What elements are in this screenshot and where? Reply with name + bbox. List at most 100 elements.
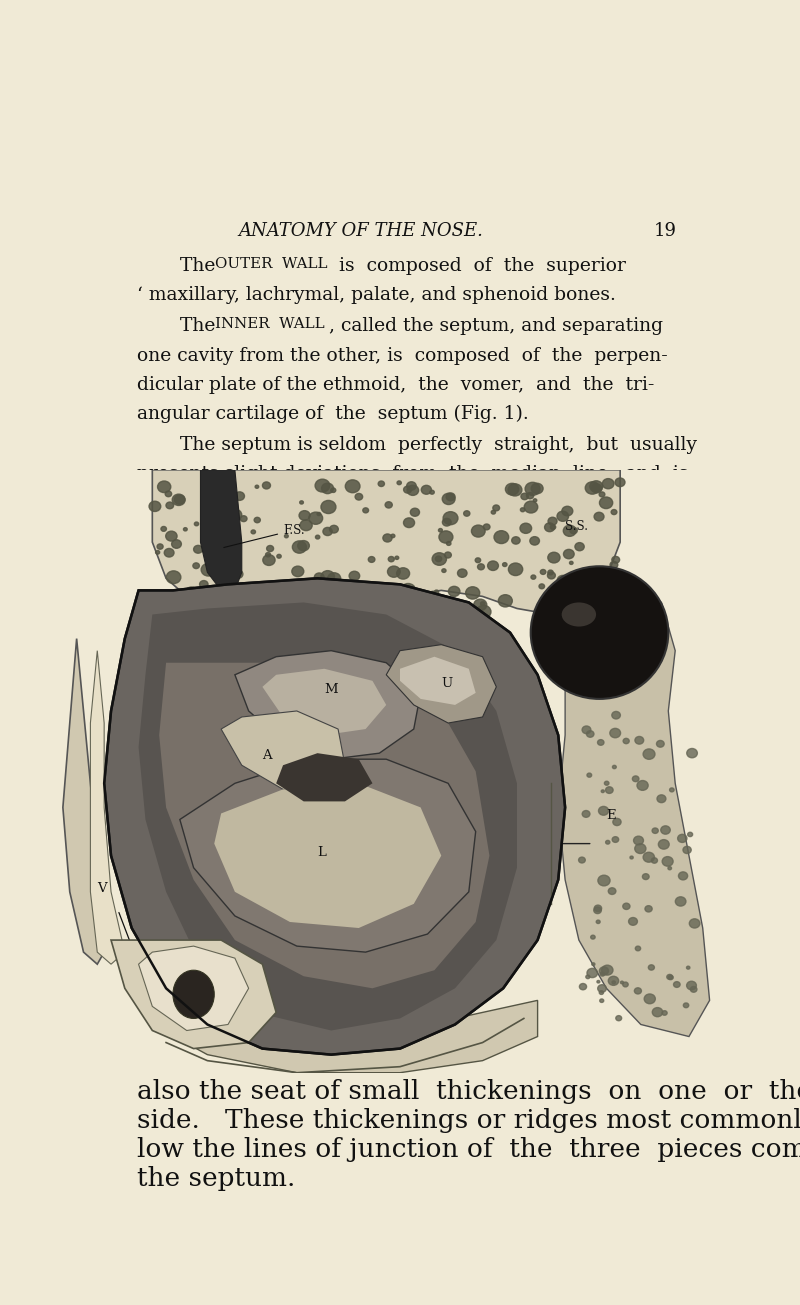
- Circle shape: [201, 590, 214, 600]
- Circle shape: [557, 512, 569, 521]
- Circle shape: [221, 577, 230, 586]
- Text: one cavity from the other, is  composed  of  the  perpen-: one cavity from the other, is composed o…: [138, 347, 668, 364]
- Circle shape: [330, 488, 336, 492]
- FancyBboxPatch shape: [56, 470, 744, 1073]
- Circle shape: [635, 946, 641, 951]
- Circle shape: [690, 987, 697, 992]
- Circle shape: [563, 525, 576, 536]
- Circle shape: [508, 484, 522, 496]
- Circle shape: [305, 594, 319, 606]
- Circle shape: [406, 482, 416, 491]
- Circle shape: [422, 485, 431, 495]
- Circle shape: [315, 479, 330, 492]
- Polygon shape: [152, 1001, 538, 1073]
- Text: side.   These thickenings or ridges most commonly fol-: side. These thickenings or ridges most c…: [138, 1108, 800, 1133]
- Circle shape: [299, 510, 310, 521]
- Circle shape: [598, 806, 609, 816]
- Circle shape: [688, 833, 693, 837]
- Circle shape: [378, 482, 385, 487]
- Text: The: The: [156, 257, 221, 275]
- Circle shape: [309, 512, 322, 525]
- Text: the septum.: the septum.: [138, 1167, 295, 1191]
- Polygon shape: [138, 946, 249, 1031]
- Circle shape: [464, 510, 470, 517]
- Circle shape: [174, 495, 185, 504]
- Circle shape: [161, 526, 166, 531]
- Circle shape: [397, 568, 410, 579]
- Circle shape: [592, 484, 602, 493]
- Circle shape: [218, 532, 226, 539]
- Circle shape: [662, 856, 673, 867]
- Polygon shape: [214, 783, 442, 928]
- Circle shape: [600, 972, 605, 976]
- Circle shape: [395, 556, 398, 560]
- Circle shape: [508, 562, 522, 576]
- Text: ‘ maxillary, lachrymal, palate, and sphenoid bones.: ‘ maxillary, lachrymal, palate, and sphe…: [138, 286, 616, 304]
- Circle shape: [611, 509, 617, 514]
- Circle shape: [397, 482, 402, 484]
- Circle shape: [521, 493, 528, 500]
- Circle shape: [438, 529, 442, 532]
- Circle shape: [277, 555, 282, 559]
- Circle shape: [570, 527, 578, 534]
- Circle shape: [575, 543, 584, 551]
- Circle shape: [194, 545, 202, 553]
- Circle shape: [448, 586, 460, 596]
- Circle shape: [280, 606, 291, 615]
- Circle shape: [582, 810, 590, 817]
- Circle shape: [401, 583, 415, 596]
- Circle shape: [298, 540, 310, 551]
- Polygon shape: [63, 638, 111, 964]
- Circle shape: [494, 531, 509, 544]
- Circle shape: [435, 556, 442, 561]
- Circle shape: [487, 561, 498, 570]
- Circle shape: [548, 570, 554, 574]
- Circle shape: [615, 478, 625, 487]
- Polygon shape: [138, 603, 517, 1031]
- Circle shape: [385, 501, 392, 508]
- Circle shape: [317, 513, 321, 515]
- Circle shape: [634, 988, 642, 994]
- Circle shape: [545, 523, 554, 531]
- Circle shape: [442, 493, 455, 505]
- Circle shape: [327, 573, 341, 585]
- Circle shape: [378, 603, 389, 611]
- Circle shape: [621, 981, 623, 984]
- Polygon shape: [262, 668, 386, 735]
- Circle shape: [622, 903, 630, 910]
- Circle shape: [562, 506, 573, 515]
- Circle shape: [387, 566, 400, 577]
- Circle shape: [414, 596, 424, 607]
- Circle shape: [623, 739, 630, 744]
- Circle shape: [604, 782, 609, 786]
- Circle shape: [686, 981, 697, 989]
- Circle shape: [289, 596, 301, 607]
- Text: L: L: [318, 846, 326, 859]
- Circle shape: [323, 598, 333, 607]
- Circle shape: [166, 502, 174, 509]
- Circle shape: [610, 561, 618, 568]
- Circle shape: [556, 607, 559, 611]
- Circle shape: [240, 606, 248, 612]
- Circle shape: [643, 852, 654, 863]
- Circle shape: [587, 968, 598, 977]
- Circle shape: [548, 517, 557, 525]
- Circle shape: [442, 569, 446, 573]
- Circle shape: [439, 599, 444, 603]
- Circle shape: [166, 570, 181, 583]
- Circle shape: [512, 536, 520, 544]
- Circle shape: [318, 607, 333, 619]
- Circle shape: [612, 556, 620, 564]
- Polygon shape: [235, 651, 421, 760]
- Circle shape: [530, 536, 539, 545]
- Circle shape: [410, 508, 419, 517]
- Circle shape: [606, 840, 610, 844]
- Circle shape: [206, 540, 218, 551]
- Circle shape: [548, 552, 560, 562]
- Circle shape: [645, 906, 652, 912]
- Circle shape: [315, 535, 320, 539]
- Circle shape: [446, 542, 451, 545]
- Circle shape: [478, 564, 485, 570]
- Polygon shape: [276, 753, 373, 801]
- Circle shape: [600, 998, 604, 1002]
